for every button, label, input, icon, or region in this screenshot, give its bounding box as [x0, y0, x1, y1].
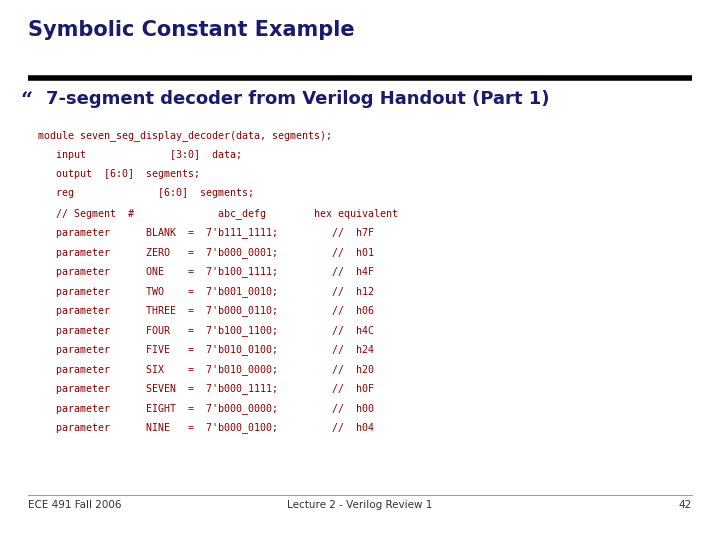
- Text: reg              [6:0]  segments;: reg [6:0] segments;: [38, 188, 254, 199]
- Text: parameter      FIVE   =  7'b010_0100;         //  h24: parameter FIVE = 7'b010_0100; // h24: [38, 345, 374, 355]
- Text: parameter      BLANK  =  7'b111_1111;         //  h7F: parameter BLANK = 7'b111_1111; // h7F: [38, 227, 374, 238]
- Text: parameter      THREE  =  7'b000_0110;         //  h06: parameter THREE = 7'b000_0110; // h06: [38, 306, 374, 316]
- Text: parameter      NINE   =  7'b000_0100;         //  h04: parameter NINE = 7'b000_0100; // h04: [38, 422, 374, 434]
- Text: parameter      SIX    =  7'b010_0000;         //  h20: parameter SIX = 7'b010_0000; // h20: [38, 364, 374, 375]
- Text: output  [6:0]  segments;: output [6:0] segments;: [38, 169, 200, 179]
- Text: parameter      EIGHT  =  7'b000_0000;         //  h00: parameter EIGHT = 7'b000_0000; // h00: [38, 403, 374, 414]
- Text: parameter      ONE    =  7'b100_1111;         //  h4F: parameter ONE = 7'b100_1111; // h4F: [38, 267, 374, 278]
- Text: module seven_seg_display_decoder(data, segments);: module seven_seg_display_decoder(data, s…: [38, 130, 332, 141]
- Text: input              [3:0]  data;: input [3:0] data;: [38, 150, 242, 159]
- Text: // Segment  #              abc_defg        hex equivalent: // Segment # abc_defg hex equivalent: [38, 208, 398, 219]
- Text: Lecture 2 - Verilog Review 1: Lecture 2 - Verilog Review 1: [287, 500, 433, 510]
- Text: “: “: [20, 90, 32, 110]
- Text: Symbolic Constant Example: Symbolic Constant Example: [28, 20, 355, 40]
- Text: ECE 491 Fall 2006: ECE 491 Fall 2006: [28, 500, 122, 510]
- Text: parameter      FOUR   =  7'b100_1100;         //  h4C: parameter FOUR = 7'b100_1100; // h4C: [38, 325, 374, 336]
- Text: parameter      SEVEN  =  7'b000_1111;         //  h0F: parameter SEVEN = 7'b000_1111; // h0F: [38, 383, 374, 394]
- Text: parameter      TWO    =  7'b001_0010;         //  h12: parameter TWO = 7'b001_0010; // h12: [38, 286, 374, 297]
- Text: 42: 42: [679, 500, 692, 510]
- Text: parameter      ZERO   =  7'b000_0001;         //  h01: parameter ZERO = 7'b000_0001; // h01: [38, 247, 374, 258]
- Text: 7-segment decoder from Verilog Handout (Part 1): 7-segment decoder from Verilog Handout (…: [46, 90, 549, 108]
